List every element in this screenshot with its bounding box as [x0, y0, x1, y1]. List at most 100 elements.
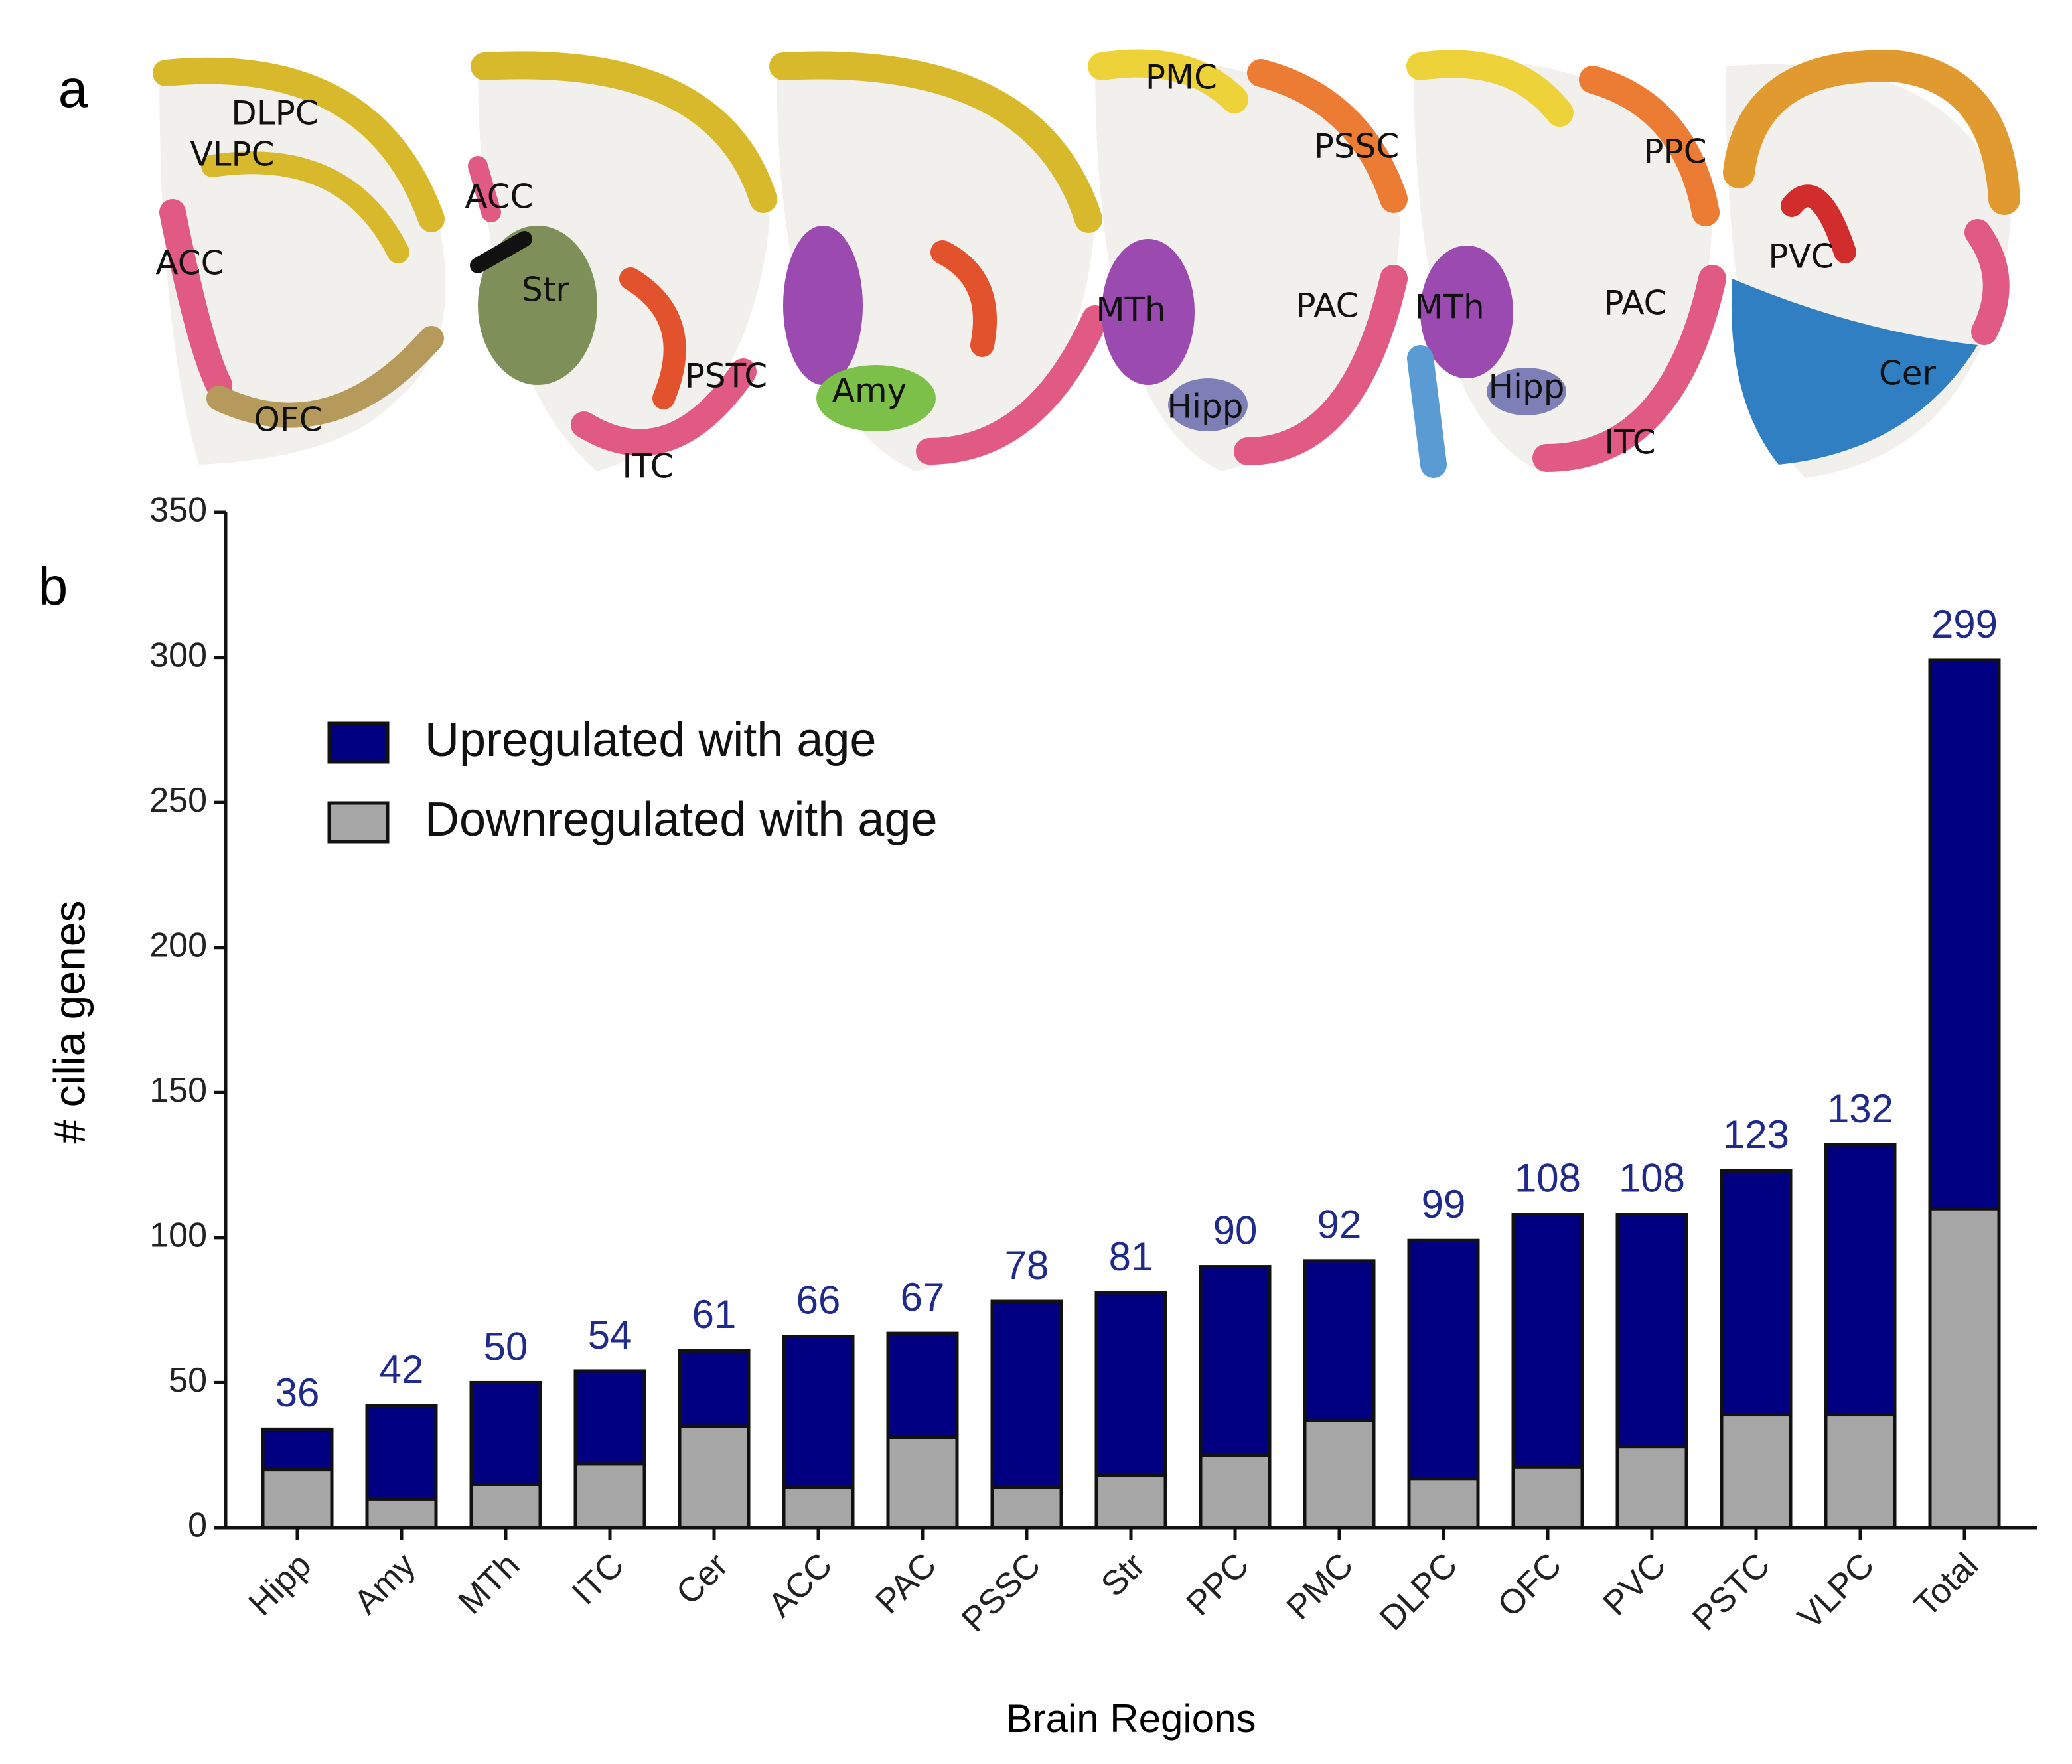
y-tick-label: 50: [169, 1361, 207, 1400]
total-label: 99: [1422, 1182, 1466, 1226]
region-label: Str: [522, 271, 569, 309]
x-tick-label: DLPC: [1372, 1546, 1465, 1638]
bar-segment: [1094, 1291, 1167, 1477]
y-axis-title: # cilia genes: [44, 901, 94, 1144]
x-tick-label: Str: [1094, 1546, 1152, 1604]
bar-segment: [1720, 1413, 1793, 1530]
bar-segment: [573, 1369, 646, 1466]
bar-segment: [469, 1380, 542, 1486]
bar-segment: [1094, 1473, 1167, 1530]
total-label: 92: [1317, 1203, 1362, 1247]
total-label: 108: [1515, 1156, 1581, 1201]
region-label: MTh: [1414, 288, 1484, 327]
total-label: 54: [588, 1313, 632, 1357]
bar-segment: [573, 1462, 646, 1530]
bar-segment: [990, 1485, 1063, 1530]
bar-segment: [1511, 1213, 1584, 1469]
x-tick-label: PSSC: [954, 1546, 1048, 1639]
region-label: DLPC: [231, 94, 318, 133]
bar-segment: [782, 1485, 855, 1530]
bar-segment: [1928, 658, 2001, 1211]
y-tick-label: 350: [149, 491, 207, 530]
legend-label: Downregulated with age: [425, 793, 938, 846]
region-label: PSTC: [685, 357, 767, 396]
x-tick-label: Cer: [669, 1546, 735, 1612]
bar-segment: [1720, 1169, 1793, 1417]
bar-segment: [1615, 1445, 1688, 1530]
bar-segment: [886, 1331, 959, 1439]
bar-segment: [678, 1424, 751, 1530]
bar-segment: [1407, 1238, 1480, 1481]
bar-segment: [365, 1497, 438, 1530]
bar-segment: [782, 1334, 855, 1489]
region-label: Cer: [1879, 354, 1937, 393]
region-label: ITC: [1604, 423, 1655, 462]
panel-label: b: [38, 557, 68, 616]
bar-segment: [1824, 1413, 1897, 1530]
bar-segment: [1928, 1207, 2001, 1530]
bar-segment: [1511, 1465, 1584, 1530]
legend-swatch: [327, 721, 390, 764]
region-label: VLPC: [190, 135, 274, 174]
y-tick-label: 300: [149, 636, 207, 674]
region-label: PVC: [1768, 238, 1834, 276]
y-tick-label: 100: [149, 1216, 207, 1255]
total-label: 78: [1005, 1243, 1049, 1287]
bar-segment: [678, 1349, 751, 1428]
legend-swatch: [327, 801, 390, 844]
bar-segment: [1303, 1418, 1376, 1530]
bar-segment: [261, 1468, 334, 1530]
bar-segment: [886, 1435, 959, 1530]
total-label: 123: [1723, 1112, 1789, 1157]
x-tick-label: ITC: [565, 1546, 631, 1612]
region-label: OFC: [254, 401, 322, 439]
region-label: Hipp: [1489, 368, 1565, 406]
region-label: Amy: [832, 372, 907, 410]
x-tick-label: ACC: [761, 1546, 840, 1625]
bar-segment: [990, 1299, 1063, 1489]
bar-segment: [1615, 1213, 1688, 1449]
x-tick-label: Hipp: [242, 1546, 319, 1623]
total-label: 132: [1827, 1086, 1893, 1131]
total-label: 90: [1213, 1208, 1258, 1252]
x-tick-label: Amy: [347, 1546, 423, 1622]
region-label: Hipp: [1167, 388, 1244, 426]
panel-label: a: [58, 59, 88, 118]
bar-segment: [1199, 1453, 1272, 1530]
x-tick-label: PMC: [1279, 1546, 1361, 1627]
region-label: ACC: [465, 178, 533, 216]
total-label: 42: [380, 1347, 424, 1392]
region-label: PAC: [1603, 284, 1666, 323]
total-label: 61: [692, 1292, 737, 1337]
x-tick-label: PSTC: [1685, 1546, 1777, 1638]
x-tick-label: Total: [1907, 1546, 1986, 1625]
bar-segment: [1407, 1477, 1480, 1530]
total-label: 66: [796, 1278, 841, 1322]
region-label: ITC: [622, 447, 673, 486]
y-tick-label: 250: [149, 781, 207, 820]
bar-segment: [1303, 1259, 1376, 1422]
y-tick-label: 200: [149, 926, 207, 964]
x-tick-label: PPC: [1179, 1546, 1257, 1623]
x-tick-label: MTh: [451, 1546, 528, 1622]
region-label: PSSC: [1314, 127, 1400, 166]
legend-label: Upregulated with age: [425, 713, 876, 767]
x-tick-label: VLPC: [1791, 1546, 1882, 1637]
total-label: 50: [484, 1324, 528, 1368]
region-label: PAC: [1295, 287, 1359, 325]
region-label: PMC: [1146, 58, 1217, 97]
total-label: 108: [1619, 1156, 1685, 1201]
x-tick-label: PVC: [1596, 1546, 1674, 1623]
bar-segment: [1824, 1143, 1897, 1417]
bar-segment: [469, 1482, 542, 1530]
y-tick-label: 0: [188, 1507, 207, 1545]
y-tick-label: 150: [149, 1071, 207, 1110]
total-label: 36: [275, 1370, 320, 1415]
total-label: 299: [1931, 602, 1998, 646]
bar-segment: [365, 1404, 438, 1501]
total-label: 81: [1109, 1234, 1153, 1279]
x-axis-title: Brain Regions: [1006, 1696, 1256, 1741]
